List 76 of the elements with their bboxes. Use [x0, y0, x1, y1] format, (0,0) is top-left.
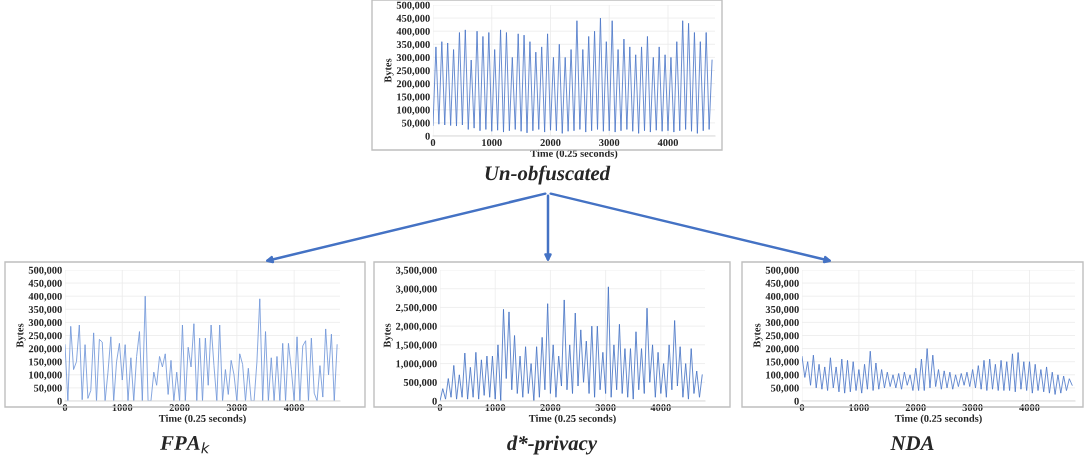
y-tick-label: 450,000 — [765, 279, 799, 289]
y-axis-title: Bytes — [384, 58, 394, 83]
x-tick-label: 2000 — [905, 404, 926, 412]
x-tick-label: 2000 — [540, 139, 561, 147]
x-tick-label: 1000 — [485, 404, 506, 412]
y-axis-title: Bytes — [383, 323, 393, 348]
line-series — [440, 286, 703, 401]
y-tick-label: 50,000 — [770, 384, 799, 394]
y-tick-label: 2,500,000 — [395, 304, 437, 313]
y-tick-label: 500,000 — [28, 266, 62, 276]
y-tick-label: 1,500,000 — [396, 341, 437, 351]
y-tick-label: 250,000 — [765, 332, 799, 341]
x-tick-label: 2000 — [540, 404, 561, 412]
y-tick-label: 100,000 — [766, 371, 799, 381]
y-tick-label: 0 — [57, 397, 62, 405]
y-tick-label: 250,000 — [396, 67, 430, 76]
x-tick-label: 3000 — [599, 139, 620, 147]
line-series — [433, 17, 713, 134]
x-tick-label: 1000 — [482, 139, 502, 147]
y-tick-label: 2,000,000 — [395, 322, 437, 332]
y-tick-label: 150,000 — [766, 358, 799, 367]
y-tick-label: 50,000 — [33, 384, 62, 394]
x-axis-title: Time (0.25 seconds) — [158, 414, 246, 425]
y-tick-label: 400,000 — [28, 292, 62, 302]
y-tick-label: 100,000 — [397, 106, 430, 116]
y-tick-label: 200,000 — [28, 345, 62, 354]
y-tick-label: 1,000,000 — [396, 360, 437, 369]
x-tick-label: 3000 — [595, 404, 616, 412]
y-tick-label: 0 — [425, 132, 430, 140]
line-series — [802, 348, 1073, 395]
x-tick-label: 3000 — [226, 404, 247, 412]
y-tick-label: 0 — [794, 397, 799, 405]
x-tick-label: 0 — [799, 404, 805, 412]
y-tick-label: 3,500,000 — [395, 266, 437, 276]
x-tick-label: 4000 — [657, 139, 679, 147]
y-tick-label: 250,000 — [28, 332, 62, 341]
y-tick-label: 350,000 — [765, 305, 799, 315]
text: Un-obfuscated — [485, 165, 611, 185]
y-tick-label: 400,000 — [765, 292, 799, 302]
y-axis-title: Bytes — [753, 323, 763, 348]
y-tick-label: 300,000 — [28, 319, 62, 328]
y-tick-label: 150,000 — [397, 93, 430, 102]
x-tick-label: 4000 — [1019, 404, 1040, 412]
y-tick-label: 150,000 — [29, 358, 62, 367]
y-tick-label: 100,000 — [29, 371, 62, 381]
x-tick-label: 1000 — [849, 404, 869, 412]
x-tick-label: 3000 — [962, 404, 983, 412]
y-tick-label: 450,000 — [28, 279, 62, 289]
y-tick-label: 200,000 — [765, 345, 799, 354]
y-tick-label: 500,000 — [403, 378, 437, 388]
y-tick-label: 50,000 — [401, 119, 430, 129]
x-axis-title: Time (0.25 seconds) — [528, 414, 616, 425]
y-tick-label: 200,000 — [396, 80, 430, 89]
text: d*-privacy — [507, 435, 598, 455]
y-tick-label: 500,000 — [765, 266, 799, 276]
x-tick-label: 4000 — [283, 404, 305, 412]
y-tick-label: 3,000,000 — [395, 285, 437, 294]
text: FPA$_{k}$ — [160, 436, 210, 454]
x-tick-label: 2000 — [169, 404, 190, 412]
y-tick-label: 350,000 — [396, 40, 430, 50]
x-tick-label: 4000 — [650, 404, 671, 412]
y-tick-label: 350,000 — [28, 305, 62, 315]
x-tick-label: 0 — [437, 404, 443, 412]
y-tick-label: 400,000 — [396, 27, 430, 37]
x-tick-label: 1000 — [112, 404, 133, 412]
y-tick-label: 300,000 — [765, 319, 799, 328]
y-tick-label: 0 — [432, 397, 437, 405]
text: NDA — [890, 436, 934, 451]
y-tick-label: 450,000 — [396, 14, 430, 24]
x-tick-label: 0 — [62, 404, 68, 412]
y-tick-label: 500,000 — [396, 1, 430, 11]
x-axis-title: Time (0.25 seconds) — [530, 149, 618, 160]
y-tick-label: 300,000 — [396, 54, 430, 63]
y-axis-title: Bytes — [16, 323, 26, 348]
x-axis-title: Time (0.25 seconds) — [894, 414, 982, 425]
line-series — [65, 295, 338, 401]
